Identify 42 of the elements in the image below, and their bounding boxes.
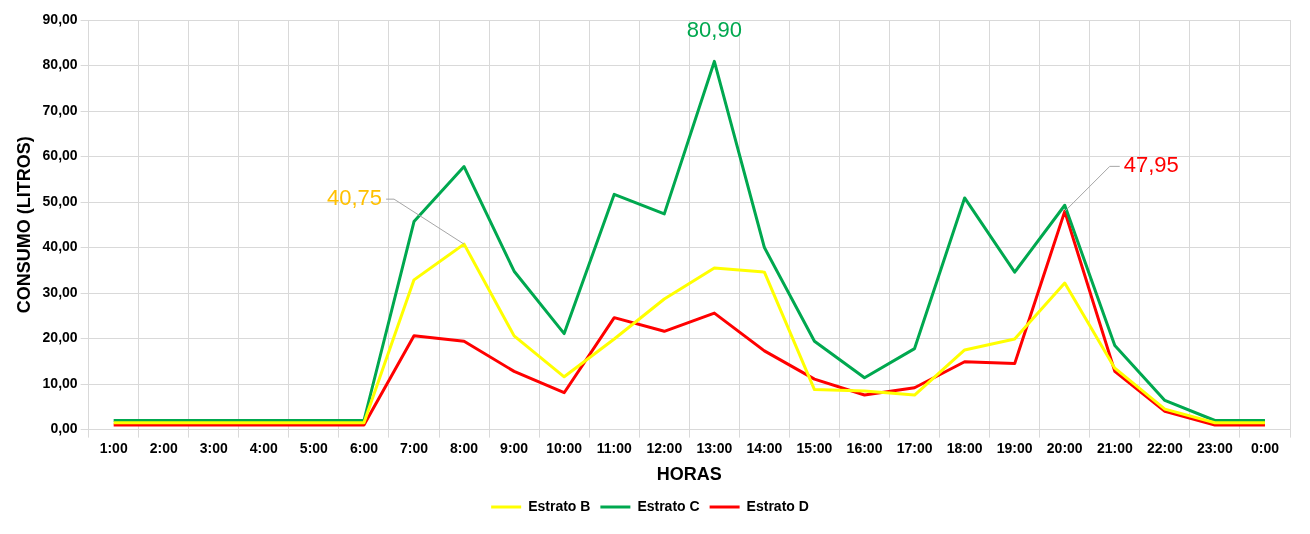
x-tick-label: 5:00 xyxy=(299,439,329,456)
y-tick-label: 80,00 xyxy=(42,56,78,73)
x-tick-label: 19:00 xyxy=(996,439,1033,456)
x-tick-label: 1:00 xyxy=(99,439,128,456)
y-tick-label: 60,00 xyxy=(42,147,78,164)
annotation: 80,90 xyxy=(686,17,742,43)
y-tick-label: 90,00 xyxy=(42,10,78,27)
annotation: 47,95 xyxy=(1123,152,1179,178)
x-tick-label: 7:00 xyxy=(399,439,429,456)
y-tick-label: 0,00 xyxy=(50,420,78,437)
x-tick-label: 16:00 xyxy=(846,439,883,456)
x-tick-label: 12:00 xyxy=(646,439,683,456)
y-tick-label: 70,00 xyxy=(42,101,78,118)
x-tick-label: 6:00 xyxy=(349,439,379,456)
legend-label: Estrato B xyxy=(528,497,591,514)
legend-label: Estrato D xyxy=(746,497,809,514)
x-tick-label: 17:00 xyxy=(896,439,933,456)
y-tick-label: 20,00 xyxy=(42,329,78,346)
y-tick-label: 40,00 xyxy=(42,238,78,255)
y-axis-title: CONSUMO (LITROS) xyxy=(13,136,34,314)
x-tick-label: 14:00 xyxy=(746,439,783,456)
x-tick-label: 10:00 xyxy=(546,439,583,456)
y-tick-label: 50,00 xyxy=(42,192,78,209)
x-tick-label: 22:00 xyxy=(1146,439,1183,456)
x-tick-label: 23:00 xyxy=(1197,439,1234,456)
x-tick-label: 9:00 xyxy=(500,439,529,456)
x-tick-label: 3:00 xyxy=(199,439,228,456)
x-tick-label: 18:00 xyxy=(946,439,983,456)
legend-label: Estrato C xyxy=(637,497,700,514)
y-tick-label: 10,00 xyxy=(42,374,78,391)
x-tick-label: 15:00 xyxy=(796,439,833,456)
y-tick-label: 30,00 xyxy=(42,283,78,300)
x-tick-label: 2:00 xyxy=(149,439,178,456)
x-tick-label: 20:00 xyxy=(1046,439,1083,456)
x-axis-title: HORAS xyxy=(656,464,722,485)
x-tick-label: 8:00 xyxy=(450,439,479,456)
x-tick-label: 4:00 xyxy=(249,439,279,456)
x-tick-label: 11:00 xyxy=(596,439,632,456)
x-tick-label: 13:00 xyxy=(696,439,733,456)
x-tick-label: 0:00 xyxy=(1250,439,1280,456)
annotation: 40,75 xyxy=(327,185,383,211)
x-tick-label: 21:00 xyxy=(1096,439,1133,456)
